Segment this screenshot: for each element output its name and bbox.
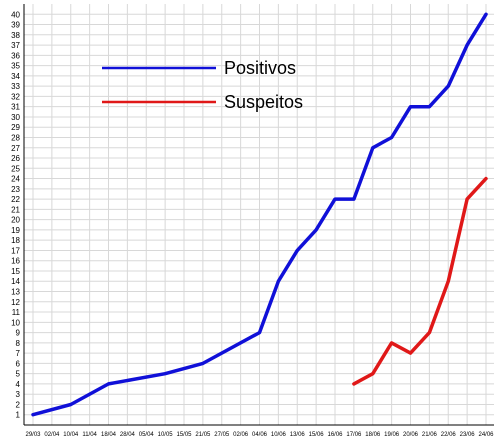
- y-tick-label: 11: [12, 308, 21, 317]
- series-line-positivos: [31, 12, 488, 417]
- x-tick-label: 24/06: [478, 432, 494, 438]
- x-tick-label: 19/06: [384, 432, 400, 438]
- y-tick-label: 9: [16, 329, 21, 338]
- grid: [24, 4, 494, 425]
- x-tick-label: 16/06: [327, 432, 343, 438]
- y-tick-label: 37: [11, 41, 20, 50]
- y-tick-label: 34: [11, 72, 20, 81]
- y-tick-label: 27: [11, 144, 20, 153]
- y-tick-label: 6: [16, 359, 21, 368]
- y-tick-label: 26: [11, 154, 20, 163]
- y-tick-label: 21: [11, 205, 20, 214]
- y-tick-label: 3: [16, 390, 21, 399]
- x-tick-label: 28/04: [120, 432, 136, 438]
- y-tick-label: 24: [11, 175, 20, 184]
- x-tick-label: 18/06: [365, 432, 381, 438]
- x-tick-label: 02/04: [44, 432, 60, 438]
- y-tick-label: 7: [16, 349, 21, 358]
- y-tick-label: 1: [16, 411, 21, 420]
- y-tick-label: 17: [11, 246, 20, 255]
- y-tick-label: 38: [11, 31, 20, 40]
- y-tick-label: 14: [11, 277, 20, 286]
- y-tick-label: 8: [16, 339, 21, 348]
- y-tick-label: 18: [11, 236, 20, 245]
- y-tick-label: 22: [11, 195, 20, 204]
- y-tick-label: 2: [16, 400, 21, 409]
- x-tick-label: 10/05: [158, 432, 174, 438]
- y-tick-label: 15: [11, 267, 20, 276]
- y-tick-label: 25: [11, 164, 20, 173]
- x-tick-label: 21/05: [195, 432, 211, 438]
- x-tick-label: 13/06: [290, 432, 306, 438]
- y-tick-label: 36: [11, 51, 20, 60]
- legend-label-positivos: Positivos: [224, 58, 296, 78]
- series-line-suspeitos: [352, 176, 488, 386]
- y-tick-label: 5: [16, 370, 21, 379]
- y-tick-label: 31: [11, 103, 20, 112]
- x-axis-ticks: 29/03 02/04 10/04 11/04 18/04 28/04 05/04 10/05…: [25, 432, 494, 438]
- y-axis-ticks: 1234567891011121314151617181920212223242…: [11, 10, 20, 419]
- x-tick-label: 05/04: [139, 432, 155, 438]
- x-tick-label: 10/06: [271, 432, 287, 438]
- y-tick-label: 33: [11, 82, 20, 91]
- y-tick-label: 23: [11, 185, 20, 194]
- x-tick-label: 22/06: [441, 432, 457, 438]
- y-tick-label: 35: [11, 62, 20, 71]
- x-tick-label: 27/05: [214, 432, 230, 438]
- y-tick-label: 32: [11, 92, 20, 101]
- y-tick-label: 20: [11, 216, 20, 225]
- y-tick-label: 40: [11, 10, 20, 19]
- y-tick-label: 28: [11, 133, 20, 142]
- y-tick-label: 19: [11, 226, 20, 235]
- x-tick-label: 15/05: [176, 432, 192, 438]
- x-tick-label: 15/06: [309, 432, 325, 438]
- y-tick-label: 10: [11, 318, 20, 327]
- x-tick-label: 11/04: [82, 432, 97, 438]
- series-lines: [31, 12, 488, 417]
- x-tick-label: 17/06: [346, 432, 362, 438]
- y-tick-label: 16: [11, 257, 20, 266]
- axes: [23, 4, 494, 426]
- x-tick-label: 02/06: [233, 432, 249, 438]
- y-tick-label: 13: [11, 288, 20, 297]
- x-tick-label: 23/06: [460, 432, 476, 438]
- x-tick-label: 10/04: [63, 432, 79, 438]
- y-tick-label: 30: [11, 113, 20, 122]
- legend-label-suspeitos: Suspeitos: [224, 92, 303, 112]
- y-tick-label: 39: [11, 21, 20, 30]
- y-tick-label: 12: [11, 298, 20, 307]
- x-tick-label: 21/06: [422, 432, 438, 438]
- x-tick-label: 20/06: [403, 432, 419, 438]
- x-tick-label: 04/06: [252, 432, 268, 438]
- x-tick-label: 29/03: [25, 432, 41, 438]
- x-tick-label: 18/04: [101, 432, 117, 438]
- y-tick-label: 4: [16, 380, 21, 389]
- legend: Positivos Suspeitos: [102, 58, 303, 112]
- y-tick-label: 29: [11, 123, 20, 132]
